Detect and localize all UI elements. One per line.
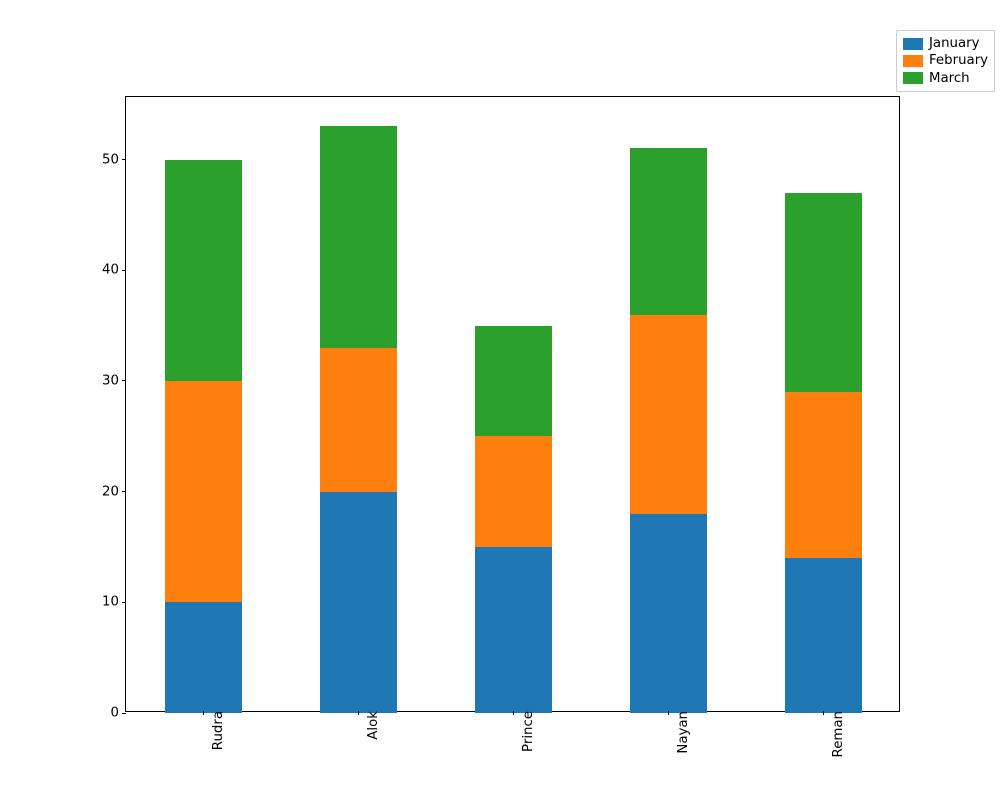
legend-swatch [903,72,923,84]
ytick-label: 50 [102,152,126,167]
bar-segment [630,514,708,713]
bar-segment [320,126,398,347]
bar-segment [630,315,708,514]
xtick-label: Rudra [204,711,226,750]
bar-segment [475,436,553,547]
bar-segment [475,326,553,437]
legend: JanuaryFebruaryMarch [896,30,995,92]
ytick-label: 40 [102,263,126,278]
legend-item: January [903,35,988,52]
xtick-label: Prince [514,711,536,752]
bar-segment [165,602,243,713]
bar-segment [320,492,398,713]
bar-segment [785,558,863,713]
legend-label: March [929,70,970,87]
bar-segment [165,160,243,381]
bar-segment [630,148,708,314]
bar-segment [475,547,553,713]
ytick-label: 20 [102,484,126,499]
xtick-label: Reman [824,711,846,757]
legend-swatch [903,38,923,50]
legend-item: March [903,70,988,87]
legend-label: February [929,52,988,69]
xtick-label: Nayan [669,711,691,754]
bar-segment [785,392,863,558]
xtick-label: Alok [359,711,381,740]
ytick-label: 30 [102,373,126,388]
plot-area: 01020304050RudraAlokPrinceNayanReman [125,96,900,712]
legend-swatch [903,55,923,67]
ytick-label: 0 [111,706,126,721]
chart-root: 01020304050RudraAlokPrinceNayanReman Jan… [0,0,1000,800]
bar-segment [320,348,398,492]
legend-label: January [929,35,980,52]
ytick-label: 10 [102,595,126,610]
bar-segment [165,381,243,602]
legend-item: February [903,52,988,69]
bar-segment [785,193,863,392]
